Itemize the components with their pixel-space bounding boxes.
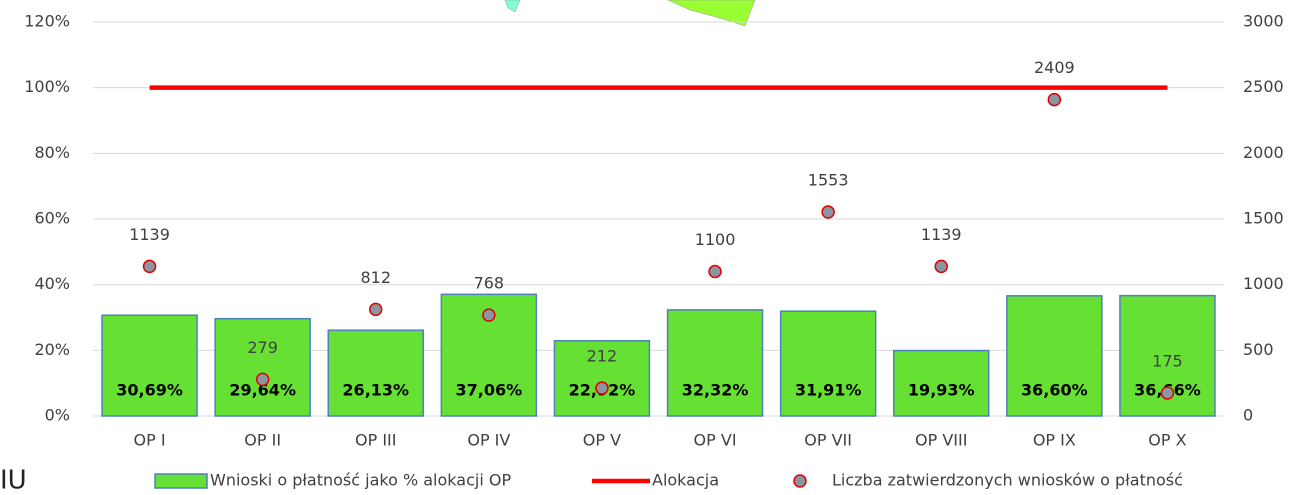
y2-tick-label: 2000 <box>1243 143 1284 162</box>
y-tick-label: 20% <box>34 340 70 359</box>
x-tick-label: OP VII <box>804 431 852 450</box>
x-tick-label: OP IX <box>1033 431 1076 450</box>
data-label: 32,32% <box>682 381 749 400</box>
x-tick-label: OP III <box>355 431 396 450</box>
y-tick-label: 80% <box>34 143 70 162</box>
data-label: 37,06% <box>456 381 523 400</box>
y-tick-label: 120% <box>24 12 70 31</box>
data-label: 768 <box>474 274 505 293</box>
legend-swatch <box>793 474 807 488</box>
data-label: 1139 <box>129 225 170 244</box>
data-label: 812 <box>360 268 391 287</box>
legend-label: Liczba zatwierdzonych wniosków o płatnoś… <box>832 471 1183 490</box>
point <box>1160 386 1175 400</box>
x-tick-label: OP V <box>583 431 621 450</box>
data-label: 1139 <box>921 225 962 244</box>
data-label: 279 <box>247 338 278 357</box>
x-tick-label: OP X <box>1148 431 1186 450</box>
legend-label: Wnioski o płatność jako % alokacji OP <box>210 471 511 490</box>
point <box>708 264 722 279</box>
point <box>369 302 383 317</box>
bar <box>892 349 990 417</box>
point <box>1047 92 1062 107</box>
bar <box>214 317 311 417</box>
y2-tick-label: 3000 <box>1243 12 1284 31</box>
data-label: 26,13% <box>342 381 409 400</box>
data-label: 175 <box>1152 352 1183 371</box>
x-tick-label: OP VIII <box>915 431 967 450</box>
point <box>934 259 948 274</box>
bar <box>779 310 877 417</box>
y-tick-label: 40% <box>34 274 70 293</box>
y2-tick-label: 0 <box>1243 406 1253 425</box>
data-label: 19,93% <box>908 381 975 400</box>
data-label: 36,60% <box>1021 381 1088 400</box>
legend-label: Alokacja <box>652 471 719 490</box>
annotation: IU <box>0 466 27 495</box>
x-tick-label: OP I <box>134 431 166 450</box>
bar <box>101 314 198 417</box>
y-tick-label: 100% <box>24 77 70 96</box>
data-label: 29,64% <box>229 381 296 400</box>
point <box>821 205 835 219</box>
point <box>595 381 609 395</box>
y2-tick-label: 1500 <box>1243 209 1284 228</box>
legend-swatch <box>154 473 208 489</box>
bar <box>666 309 764 417</box>
point <box>142 259 157 274</box>
bar <box>1006 295 1103 417</box>
data-label: 30,69% <box>116 381 183 400</box>
data-label: 212 <box>587 347 618 366</box>
map-fragment <box>504 0 521 13</box>
data-label: 1553 <box>808 171 849 190</box>
x-tick-label: OP VI <box>694 431 737 450</box>
x-tick-label: OP IV <box>467 431 510 450</box>
y2-tick-label: 2500 <box>1243 77 1284 96</box>
data-label: 2409 <box>1034 58 1075 77</box>
y-tick-label: 60% <box>34 209 70 228</box>
y-tick-label: 0% <box>45 406 70 425</box>
x-tick-label: OP II <box>244 431 281 450</box>
point <box>255 372 270 387</box>
y2-tick-label: 1000 <box>1243 274 1284 293</box>
bar <box>327 329 425 417</box>
y2-tick-label: 500 <box>1243 340 1274 359</box>
point <box>482 308 496 322</box>
data-label: 31,91% <box>795 381 862 400</box>
data-label: 1100 <box>695 230 736 249</box>
bar <box>553 339 651 417</box>
